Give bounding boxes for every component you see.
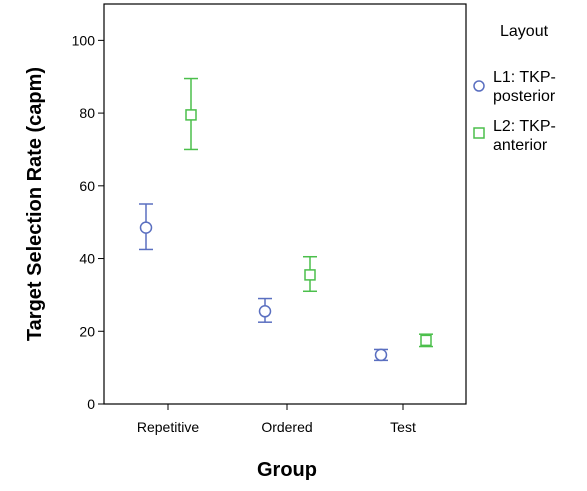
legend-label-series-2-line-2: anterior [493,137,548,154]
series-2 [184,77,433,348]
data-point-square [185,109,197,121]
y-axis-title: Target Selection Rate (capm) [24,67,46,341]
x-axis: Repetitive Ordered Test [137,404,416,435]
series-layer [139,77,433,362]
data-point-circle [258,305,272,318]
data-point-square [420,334,432,347]
legend-label-series-2-line-1: L2: TKP- [493,118,556,135]
legend-marker-circle [473,80,485,92]
x-tick-label: Test [390,419,416,435]
y-tick-label: 60 [79,178,95,194]
legend-label-series-1-line-2: posterior [493,88,556,105]
y-tick-label: 20 [79,323,95,339]
series-1 [139,203,388,362]
legend-marker-square [473,127,485,139]
y-tick-label: 0 [87,396,95,412]
legend-label-series-1-line-1: L1: TKP- [493,69,556,86]
data-point-circle [374,348,388,362]
y-axis: 0 20 40 60 80 100 [72,32,104,412]
y-tick-label: 100 [72,32,96,48]
y-tick-label: 80 [79,105,95,121]
y-tick-label: 40 [79,251,95,267]
x-tick-label: Repetitive [137,419,199,435]
data-point-circle [139,221,153,234]
legend: Layout L1: TKP- posterior L2: TKP- anter… [473,23,556,154]
x-axis-title: Group [257,459,317,481]
data-point-square [304,269,316,281]
x-tick-label: Ordered [261,419,312,435]
plot-frame [103,3,467,405]
legend-title: Layout [500,23,549,40]
